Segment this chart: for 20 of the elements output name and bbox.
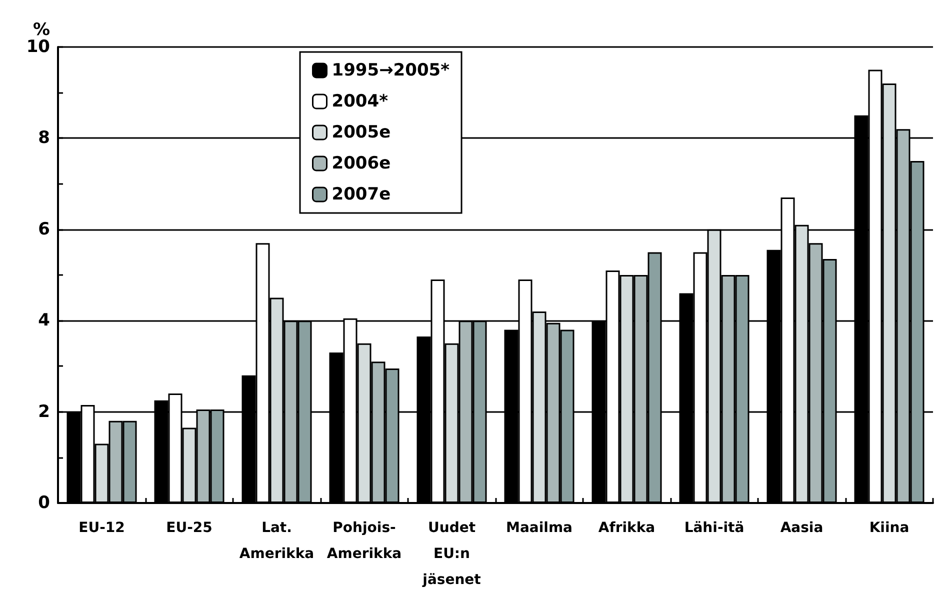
x-tick-label: Kiina bbox=[869, 520, 910, 536]
x-tick-label: EU-12 bbox=[78, 520, 125, 536]
legend-label: 1995→2005* bbox=[332, 60, 450, 80]
x-tick-label: Afrikka bbox=[598, 520, 656, 536]
y-tick-label: 6 bbox=[38, 219, 50, 240]
y-tick-label: 4 bbox=[38, 310, 50, 331]
x-tick-label: Uudet EU:n jäsenet bbox=[422, 520, 482, 588]
legend-label: 2004* bbox=[332, 92, 388, 112]
x-tick-label: EU-25 bbox=[166, 520, 212, 536]
legend-label: 2006e bbox=[332, 154, 391, 174]
x-tick-label: Lat. Amerikka bbox=[239, 520, 314, 562]
x-tick-label: Aasia bbox=[780, 520, 824, 536]
y-tick-label: 2 bbox=[38, 402, 50, 422]
legend-label: 2005e bbox=[332, 122, 391, 142]
x-tick-label: Maailma bbox=[506, 520, 572, 536]
y-tick-label: 8 bbox=[38, 128, 50, 148]
y-tick-label: 0 bbox=[38, 493, 50, 513]
x-tick-label: Lähi-itä bbox=[684, 520, 744, 536]
legend-label: 2007e bbox=[332, 184, 391, 204]
x-tick-label: Pohjois- Amerikka bbox=[326, 520, 402, 562]
